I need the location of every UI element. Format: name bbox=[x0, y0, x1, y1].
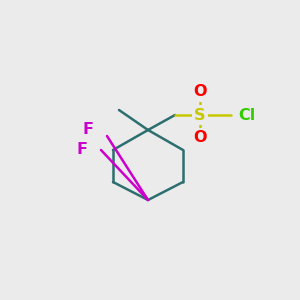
Text: O: O bbox=[193, 85, 207, 100]
Text: Cl: Cl bbox=[238, 107, 255, 122]
Text: S: S bbox=[194, 107, 206, 122]
Text: F: F bbox=[77, 142, 88, 158]
Text: F: F bbox=[83, 122, 94, 137]
Text: O: O bbox=[193, 130, 207, 146]
